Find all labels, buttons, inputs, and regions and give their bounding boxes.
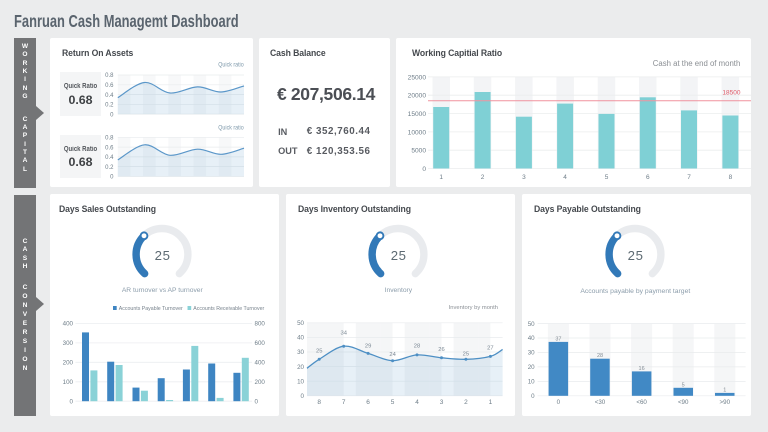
svg-text:20: 20 [528,364,535,371]
svg-text:5: 5 [682,382,685,388]
svg-text:7: 7 [342,399,346,406]
svg-text:40: 40 [528,335,535,342]
svg-text:0: 0 [110,175,114,181]
svg-text:0.8: 0.8 [105,136,114,142]
svg-text:1: 1 [439,174,443,181]
svg-text:0: 0 [422,166,426,173]
svg-text:0.2: 0.2 [105,165,114,171]
svg-text:10: 10 [528,379,535,386]
svg-text:6: 6 [646,174,650,181]
svg-text:Quick ratio: Quick ratio [218,124,244,131]
svg-text:50: 50 [297,320,304,327]
svg-text:5: 5 [391,399,395,406]
svg-text:100: 100 [63,379,74,386]
svg-text:0.6: 0.6 [105,83,114,89]
svg-text:20000: 20000 [408,93,427,100]
svg-text:>90: >90 [720,399,731,406]
svg-text:27: 27 [487,345,493,351]
svg-text:20: 20 [297,364,304,371]
svg-text:7: 7 [687,174,691,181]
svg-text:0: 0 [557,399,561,406]
svg-text:0: 0 [255,398,259,405]
svg-text:2: 2 [464,399,468,406]
svg-text:1: 1 [489,399,493,406]
svg-text:800: 800 [255,321,266,328]
svg-text:3: 3 [522,174,526,181]
svg-text:30: 30 [528,350,535,357]
svg-text:16: 16 [639,366,645,372]
svg-text:0: 0 [110,112,114,118]
svg-text:0.4: 0.4 [105,93,114,99]
svg-text:37: 37 [555,336,561,342]
svg-text:300: 300 [63,340,74,347]
svg-text:40: 40 [297,335,304,342]
svg-text:25: 25 [463,351,469,357]
svg-text:4: 4 [415,399,419,406]
svg-text:30: 30 [297,349,304,356]
svg-text:34: 34 [340,331,347,337]
svg-text:200: 200 [63,360,74,367]
svg-text:0.8: 0.8 [105,73,114,79]
svg-text:24: 24 [389,352,396,358]
svg-text:400: 400 [255,360,266,367]
svg-text:400: 400 [63,321,74,328]
svg-text:0: 0 [70,398,74,405]
svg-text:29: 29 [365,344,371,350]
svg-text:28: 28 [414,344,420,350]
svg-text:8: 8 [729,174,733,181]
svg-text:10: 10 [297,378,304,385]
svg-text:25000: 25000 [408,74,427,81]
svg-text:0: 0 [301,393,305,400]
svg-text:1: 1 [723,387,726,393]
svg-text:18500: 18500 [722,90,740,97]
svg-text:<30: <30 [595,399,606,406]
svg-text:600: 600 [255,340,266,347]
svg-text:<60: <60 [636,399,647,406]
svg-text:25: 25 [316,349,322,355]
svg-text:26: 26 [438,347,444,353]
svg-text:0.2: 0.2 [105,103,114,109]
svg-text:4: 4 [563,174,567,181]
svg-text:0.6: 0.6 [105,145,114,151]
svg-text:5000: 5000 [411,148,426,155]
svg-text:Quick ratio: Quick ratio [218,62,244,69]
svg-text:8: 8 [317,399,321,406]
svg-text:28: 28 [597,353,603,359]
svg-text:5: 5 [605,174,609,181]
svg-text:0: 0 [531,393,535,400]
svg-text:<90: <90 [678,399,689,406]
svg-text:200: 200 [255,379,266,386]
svg-text:50: 50 [528,321,535,328]
svg-text:10000: 10000 [408,129,427,136]
svg-text:3: 3 [440,399,444,406]
svg-text:2: 2 [481,174,485,181]
svg-text:15000: 15000 [408,111,427,118]
svg-text:6: 6 [366,399,370,406]
svg-text:0.4: 0.4 [105,155,114,161]
